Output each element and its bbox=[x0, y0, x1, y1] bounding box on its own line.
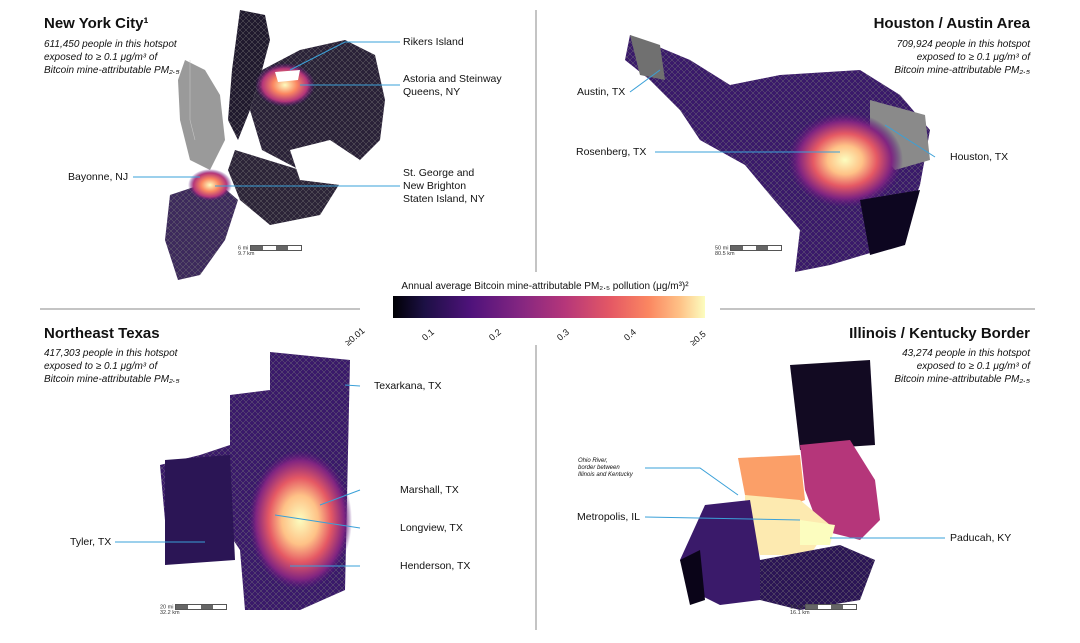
callout-marshall: Marshall, TX bbox=[400, 484, 459, 496]
legend-title: Annual average Bitcoin mine-attributable… bbox=[401, 281, 689, 292]
netx-scale-bar: 20 mi 32.2 km bbox=[160, 604, 227, 616]
ilky-title: Illinois / Kentucky Border bbox=[849, 325, 1030, 342]
callout-astoria: Astoria and Steinway Queens, NY bbox=[403, 73, 502, 98]
nyc-scale-bar: 6 mi 9.7 km bbox=[238, 245, 302, 257]
callout-staten: St. George and New Brighton Staten Islan… bbox=[403, 167, 485, 205]
houston-subtitle: 709,924 people in this hotspot exposed t… bbox=[894, 39, 1030, 76]
callout-paducah: Paducah, KY bbox=[950, 532, 1012, 544]
callout-longview: Longview, TX bbox=[400, 522, 463, 534]
callout-rikers: Rikers Island bbox=[403, 36, 464, 48]
netx-subtitle: 417,303 people in this hotspot exposed t… bbox=[44, 348, 180, 385]
callout-ohio-river: Ohio River, border between Illinois and … bbox=[578, 458, 633, 478]
callout-rosenberg: Rosenberg, TX bbox=[576, 146, 647, 158]
netx-map bbox=[160, 352, 352, 610]
ilky-map bbox=[680, 360, 880, 610]
callout-austin: Austin, TX bbox=[577, 86, 626, 98]
houston-callout-lines bbox=[629, 69, 936, 158]
nyc-subtitle: 611,450 people in this hotspot exposed t… bbox=[44, 39, 180, 76]
legend-colorbar bbox=[393, 296, 705, 318]
callout-bayonne: Bayonne, NJ bbox=[68, 171, 129, 183]
nyc-title: New York City¹ bbox=[44, 15, 149, 32]
callout-houston: Houston, TX bbox=[950, 151, 1009, 163]
houston-map bbox=[625, 35, 930, 272]
callout-henderson: Henderson, TX bbox=[400, 560, 471, 572]
callout-texarkana: Texarkana, TX bbox=[374, 380, 442, 392]
nyc-map bbox=[165, 10, 385, 280]
nyc-callout-lines bbox=[133, 41, 400, 187]
netx-callout-lines bbox=[115, 384, 361, 567]
callout-metropolis: Metropolis, IL bbox=[577, 511, 641, 523]
ilky-callout-lines bbox=[644, 467, 945, 539]
houston-title: Houston / Austin Area bbox=[873, 15, 1030, 32]
houston-scale-bar: 50 mi 80.5 km bbox=[715, 245, 782, 257]
callout-tyler: Tyler, TX bbox=[70, 536, 112, 548]
netx-title: Northeast Texas bbox=[44, 325, 160, 342]
ilky-scale-bar: 10 mi 16.1 km bbox=[790, 604, 857, 616]
ilky-subtitle: 43,274 people in this hotspot exposed to… bbox=[894, 348, 1030, 385]
